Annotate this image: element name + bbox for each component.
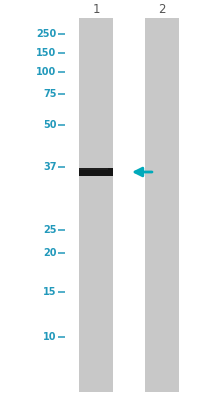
Text: 37: 37 xyxy=(43,162,56,172)
Text: 25: 25 xyxy=(43,226,56,235)
Text: 100: 100 xyxy=(36,67,56,77)
Text: 1: 1 xyxy=(92,3,100,16)
Bar xyxy=(79,168,113,176)
Text: 10: 10 xyxy=(43,332,56,342)
Bar xyxy=(144,18,178,392)
Text: 150: 150 xyxy=(36,48,56,58)
Text: 2: 2 xyxy=(157,3,165,16)
Text: 75: 75 xyxy=(43,89,56,99)
Bar xyxy=(79,168,108,170)
Text: 250: 250 xyxy=(36,29,56,39)
Text: 50: 50 xyxy=(43,120,56,130)
Text: 20: 20 xyxy=(43,248,56,258)
Text: 15: 15 xyxy=(43,287,56,297)
Bar xyxy=(79,18,113,392)
